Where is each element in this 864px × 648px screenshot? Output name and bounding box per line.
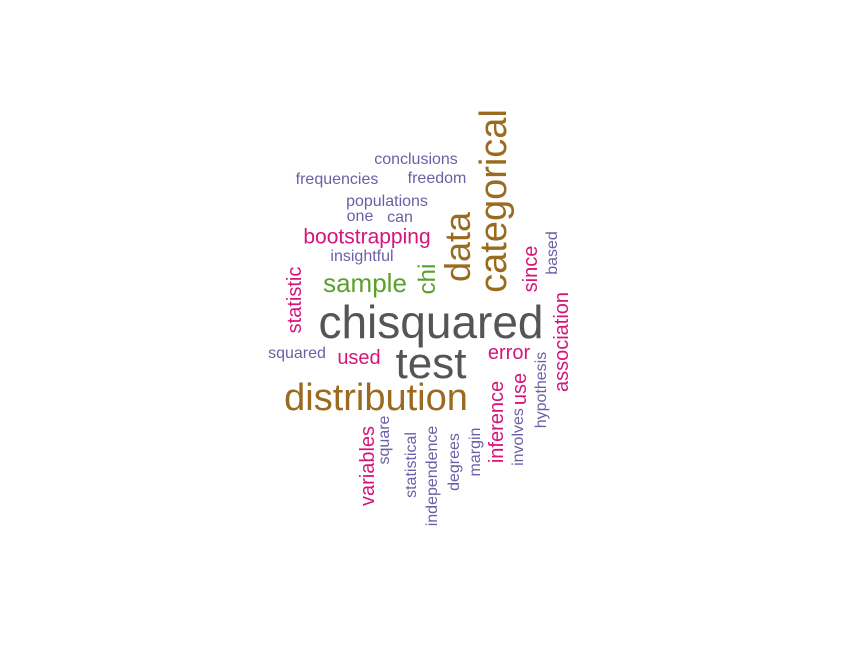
word-chisquared: chisquared: [318, 296, 544, 348]
word-margin: margin: [467, 427, 484, 477]
word-use: use: [509, 372, 531, 406]
word-can: can: [387, 209, 413, 226]
word-association: association: [551, 291, 573, 393]
word-statistic: statistic: [284, 266, 306, 334]
word-since: since: [520, 245, 542, 293]
word-test: test: [395, 339, 467, 388]
word-insightful: insightful: [330, 248, 394, 265]
word-used: used: [337, 347, 381, 369]
word-degrees: degrees: [446, 433, 463, 491]
word-sample: sample: [323, 268, 407, 298]
word-statistical: statistical: [403, 432, 420, 498]
word-categorical: categorical: [473, 109, 515, 293]
word-data: data: [437, 211, 478, 283]
word-frequencies: frequencies: [295, 171, 379, 188]
word-distribution: distribution: [284, 377, 468, 419]
word-conclusions: conclusions: [374, 151, 458, 168]
word-independence: independence: [424, 425, 441, 527]
word-populations: populations: [346, 193, 428, 210]
word-bootstrapping: bootstrapping: [303, 225, 431, 249]
word-squared: squared: [268, 345, 326, 362]
word-freedom: freedom: [407, 170, 467, 187]
word-inference: inference: [486, 380, 508, 464]
word-based: based: [544, 231, 561, 275]
word-square: square: [376, 415, 393, 465]
word-variables: variables: [357, 425, 379, 507]
word-hypothesis: hypothesis: [533, 351, 550, 429]
word-error: error: [487, 342, 531, 364]
word-chi: chi: [414, 263, 441, 295]
word-one: one: [346, 208, 374, 225]
word-involves: involves: [510, 408, 527, 466]
